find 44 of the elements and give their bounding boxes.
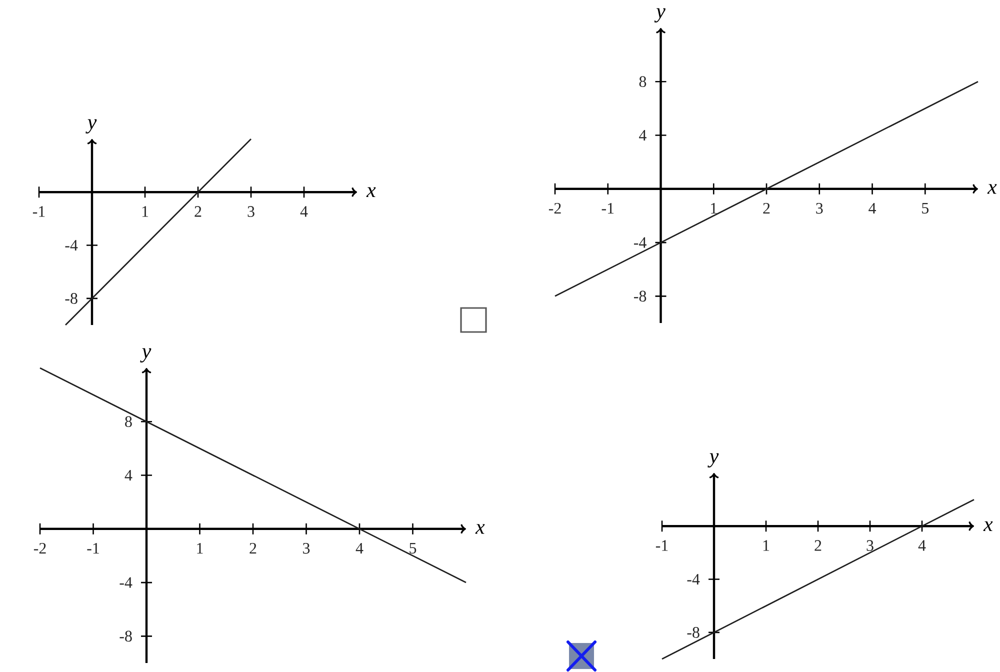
- y-tick-label: -8: [687, 627, 700, 638]
- x-tick-label: 3: [248, 206, 254, 217]
- x-tick-label: 4: [868, 202, 876, 214]
- y-tick-label: -4: [634, 237, 646, 248]
- x-tick-label: -2: [34, 542, 46, 554]
- x-tick-label: 2: [814, 540, 822, 551]
- y-axis-title: y: [654, 8, 666, 22]
- x-tick-label: 1: [763, 540, 770, 551]
- y-tick-label: -8: [120, 630, 132, 642]
- x-axis-title: x: [983, 521, 993, 531]
- x-tick-label: 1: [197, 542, 203, 554]
- x-tick-label: -1: [602, 202, 614, 214]
- y-tick-label: -4: [687, 574, 700, 585]
- y-tick-label: 8: [639, 76, 646, 88]
- x-tick-label: 5: [922, 202, 929, 214]
- y-axis-title: y: [140, 348, 152, 362]
- x-tick-label: 3: [303, 542, 310, 554]
- x-tick-label: -1: [32, 206, 45, 217]
- x-tick-label: 1: [711, 202, 717, 214]
- x-tick-label: 4: [300, 206, 308, 217]
- y-tick-label: -4: [65, 240, 78, 251]
- x-tick-label: 2: [763, 202, 770, 214]
- y-axis-title: y: [86, 119, 97, 134]
- y-tick-label: -4: [120, 577, 132, 588]
- x-axis-title: x: [987, 184, 997, 194]
- x-tick-label: 4: [918, 540, 926, 551]
- y-tick-label: 4: [639, 130, 646, 141]
- x-tick-label: 5: [410, 542, 416, 554]
- x-tick-label: 2: [194, 206, 202, 217]
- x-tick-label: -1: [656, 540, 668, 551]
- x-tick-label: 1: [142, 206, 148, 217]
- y-tick-label: -8: [65, 293, 78, 304]
- x-tick-label: 2: [250, 542, 256, 554]
- x-tick-label: 3: [866, 540, 874, 551]
- y-tick-label: 8: [125, 416, 132, 428]
- x-axis-title: x: [366, 187, 376, 197]
- y-tick-label: 4: [124, 470, 132, 481]
- y-tick-label: -8: [634, 290, 646, 302]
- y-axis-title: y: [708, 453, 719, 468]
- x-tick-label: -2: [548, 202, 561, 214]
- x-tick-label: 4: [356, 542, 364, 554]
- x-axis-title: x: [475, 524, 485, 534]
- x-tick-label: 3: [816, 202, 823, 214]
- x-tick-label: -1: [87, 542, 99, 554]
